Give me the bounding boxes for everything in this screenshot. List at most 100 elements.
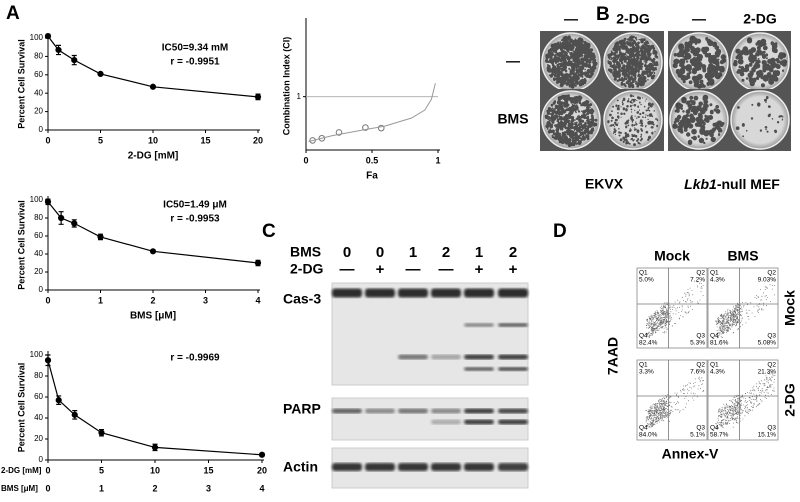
y-tick-label: 100 bbox=[30, 350, 44, 359]
data-point bbox=[71, 411, 78, 418]
column-label: BMS bbox=[727, 248, 758, 264]
data-point bbox=[71, 56, 78, 64]
panel-label: B bbox=[596, 4, 610, 25]
lane-label: 2 bbox=[509, 244, 517, 261]
quadrant-gates bbox=[708, 268, 778, 348]
x-tick-label: 3 bbox=[203, 295, 208, 305]
colonies bbox=[735, 95, 784, 138]
data-point bbox=[97, 70, 104, 77]
column-label: 2-DG bbox=[616, 11, 650, 27]
y-axis-label: Percent Cell Survival bbox=[16, 39, 26, 129]
well bbox=[730, 90, 790, 150]
band bbox=[431, 288, 461, 298]
x-tick-label: 0 bbox=[303, 155, 308, 165]
data-point bbox=[254, 93, 262, 100]
x-tick-label: 20 bbox=[253, 135, 263, 145]
quadrant-value: 4.3% bbox=[710, 277, 725, 284]
y-tick-label: 80 bbox=[34, 371, 43, 380]
x2-tick-label: 4 bbox=[259, 483, 264, 493]
x-axis-label: Fa bbox=[366, 171, 378, 182]
annotation: r = -0.9969 bbox=[170, 353, 220, 364]
quadrant-name: Q4 bbox=[710, 333, 719, 340]
y-tick-label: 100 bbox=[30, 195, 44, 204]
colonies bbox=[733, 37, 788, 88]
y-tick-label: 60 bbox=[34, 231, 43, 240]
x-tick-label: 15 bbox=[203, 465, 213, 475]
x-tick-label: 15 bbox=[200, 135, 210, 145]
data-point bbox=[97, 233, 104, 240]
plot-frame bbox=[636, 359, 708, 441]
quadrant-name: Q2 bbox=[696, 362, 705, 369]
lane-label: — bbox=[439, 261, 454, 278]
y-tick-label: 0 bbox=[39, 285, 44, 294]
quadrant-value: 3.3% bbox=[639, 369, 654, 376]
band bbox=[431, 463, 461, 471]
cell-line-label: Lkb1-null MEF bbox=[684, 176, 780, 192]
quadrant-value: 5.08% bbox=[758, 340, 777, 347]
band bbox=[498, 288, 528, 298]
band bbox=[464, 463, 494, 471]
band bbox=[398, 288, 428, 298]
band bbox=[498, 323, 528, 327]
y-tick-label: 40 bbox=[34, 249, 43, 258]
y-axis-label: Percent Cell Survival bbox=[16, 363, 26, 453]
lane-label: + bbox=[475, 261, 484, 278]
x-tick-label: 4 bbox=[255, 295, 260, 305]
band bbox=[365, 463, 395, 471]
y-tick-label: 0 bbox=[39, 125, 44, 134]
colonies bbox=[545, 35, 598, 89]
data-point bbox=[149, 248, 157, 255]
band bbox=[332, 463, 362, 471]
quadrant-value: 82.4% bbox=[639, 340, 658, 347]
quadrant-value: 7.2% bbox=[690, 277, 705, 284]
band bbox=[498, 419, 528, 425]
colonies bbox=[607, 35, 659, 89]
band bbox=[365, 408, 395, 414]
row-label: BMS bbox=[290, 244, 321, 260]
band bbox=[464, 354, 494, 360]
row-label: 2-DG bbox=[782, 383, 798, 417]
quadrant-name: Q3 bbox=[696, 425, 705, 432]
data-point bbox=[55, 397, 62, 404]
quadrant-name: Q2 bbox=[767, 362, 776, 369]
band bbox=[431, 354, 461, 360]
band bbox=[464, 323, 494, 327]
x2-tick-label: 0 bbox=[45, 483, 50, 493]
quadrant-name: Q3 bbox=[696, 333, 705, 340]
x-tick-label: 1 bbox=[435, 155, 440, 165]
y-tick-label: 40 bbox=[34, 413, 43, 422]
x-axis-label: 2-DG [mM] bbox=[128, 151, 179, 162]
quadrant-name: Q1 bbox=[639, 270, 648, 277]
plot-frame bbox=[636, 267, 708, 349]
quadrant-value: 5.3% bbox=[690, 340, 705, 347]
y-axis-label: Percent Cell Survival bbox=[16, 200, 26, 290]
y-axis-label: Combination Index (CI) bbox=[281, 37, 291, 136]
band bbox=[498, 354, 528, 360]
lane-label: + bbox=[376, 261, 385, 278]
data-point bbox=[58, 214, 65, 222]
quadrant-value: 15.1% bbox=[758, 432, 777, 439]
band bbox=[464, 408, 494, 414]
data-point bbox=[151, 444, 159, 451]
colonies bbox=[544, 94, 598, 148]
band bbox=[431, 419, 461, 425]
blot bbox=[331, 397, 529, 441]
cell-line-label: EKVX bbox=[585, 176, 624, 192]
events bbox=[715, 370, 776, 430]
x2-tick-label: 1 bbox=[99, 483, 104, 493]
y-tick-label: 0 bbox=[39, 455, 44, 464]
quadrant-name: Q2 bbox=[767, 270, 776, 277]
x-axis-label: 2-DG [mM] bbox=[1, 466, 42, 475]
x-tick-label: 2 bbox=[150, 295, 155, 305]
quadrant-value: 84.0% bbox=[639, 432, 658, 439]
x2-tick-label: 3 bbox=[206, 483, 211, 493]
cell-line-suffix: -null MEF bbox=[717, 176, 780, 192]
x-tick-label: 5 bbox=[99, 465, 104, 475]
column-label: 2-DG bbox=[743, 11, 777, 27]
quadrant-name: Q1 bbox=[710, 362, 719, 369]
gene-name: Lkb1 bbox=[684, 176, 717, 192]
y-tick-label: 60 bbox=[34, 392, 43, 401]
band bbox=[498, 367, 528, 371]
band bbox=[431, 408, 461, 414]
